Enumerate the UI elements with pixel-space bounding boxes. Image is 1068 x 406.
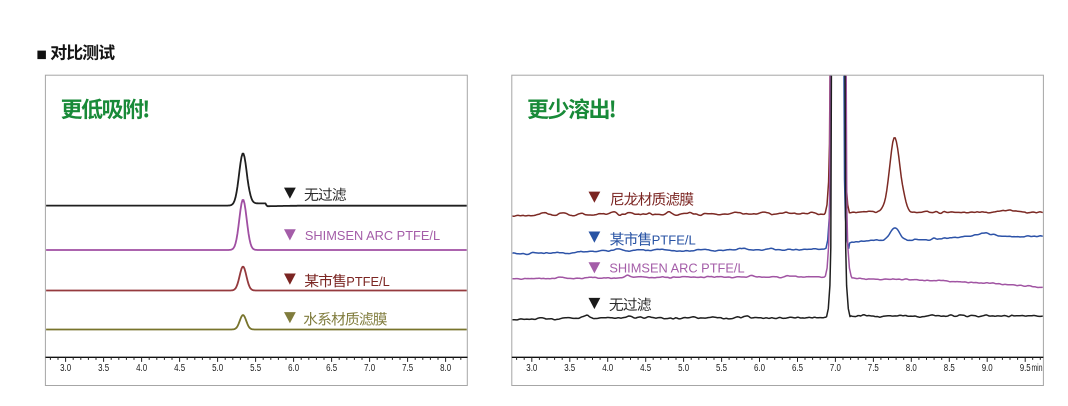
svg-text:4.5: 4.5 — [640, 363, 651, 374]
svg-text:3.5: 3.5 — [98, 363, 109, 374]
svg-text:PTFE/L: PTFE/L — [652, 233, 696, 248]
svg-text:7.0: 7.0 — [364, 363, 375, 374]
svg-text:3.5: 3.5 — [564, 363, 575, 374]
svg-text:4.0: 4.0 — [602, 363, 613, 374]
svg-text:8.5: 8.5 — [944, 363, 955, 374]
svg-text:4.0: 4.0 — [136, 363, 147, 374]
svg-text:6.5: 6.5 — [792, 363, 803, 374]
svg-text:6.0: 6.0 — [754, 363, 765, 374]
svg-text:5.0: 5.0 — [678, 363, 689, 374]
svg-text:3.0: 3.0 — [526, 363, 537, 374]
svg-text:9.0: 9.0 — [982, 363, 993, 374]
svg-text:4.5: 4.5 — [174, 363, 185, 374]
svg-text:9.5: 9.5 — [1020, 363, 1031, 374]
svg-text:SHIMSEN ARC PTFE/L: SHIMSEN ARC PTFE/L — [609, 260, 744, 275]
svg-text:5.5: 5.5 — [716, 363, 727, 374]
svg-text:8.0: 8.0 — [440, 363, 451, 374]
svg-text:5.5: 5.5 — [250, 363, 261, 374]
svg-text:min: min — [1032, 363, 1043, 374]
svg-text:PTFE/L: PTFE/L — [346, 274, 389, 289]
svg-text:7.5: 7.5 — [402, 363, 413, 374]
svg-text:SHIMSEN ARC PTFE/L: SHIMSEN ARC PTFE/L — [305, 228, 440, 243]
svg-text:8.0: 8.0 — [906, 363, 917, 374]
svg-text:7.0: 7.0 — [830, 363, 841, 374]
svg-text:6.0: 6.0 — [288, 363, 299, 374]
svg-text:5.0: 5.0 — [212, 363, 223, 374]
svg-text:6.5: 6.5 — [326, 363, 337, 374]
svg-text:7.5: 7.5 — [868, 363, 879, 374]
svg-text:3.0: 3.0 — [60, 363, 71, 374]
